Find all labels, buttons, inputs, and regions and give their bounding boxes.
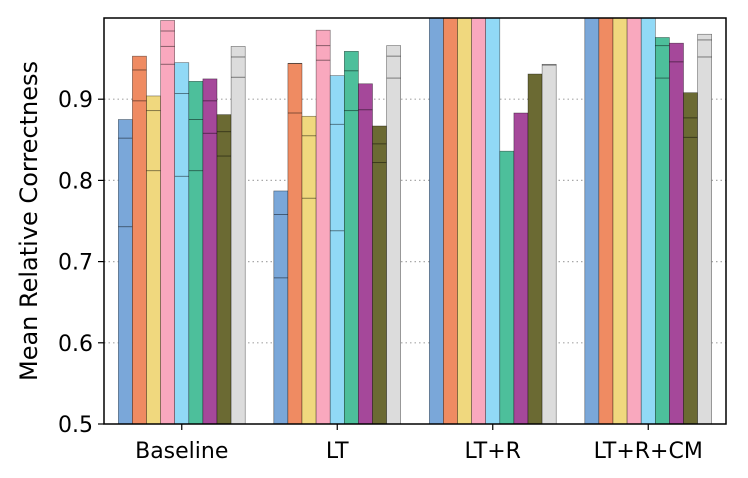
bar	[654, 37, 670, 425]
bar	[471, 17, 487, 425]
bar	[499, 150, 515, 425]
bar	[669, 42, 684, 425]
y-tick-label: 0.5	[58, 413, 93, 438]
bar	[428, 17, 444, 425]
y-tick-label: 0.6	[58, 332, 93, 357]
y-tick-label: 0.7	[58, 251, 93, 276]
bar	[584, 17, 600, 425]
bar	[188, 81, 204, 425]
bar	[202, 78, 218, 425]
y-axis: 0.5 0.6 0.7 0.8 0.9	[58, 88, 104, 438]
x-axis: Baseline LT LT+R LT+R+CM	[135, 424, 703, 464]
bar	[132, 55, 147, 425]
bar	[146, 95, 161, 425]
bar	[315, 29, 331, 425]
bar	[683, 92, 698, 425]
bar	[626, 17, 642, 425]
bar	[612, 17, 628, 425]
y-axis-label: Mean Relative Correctness	[15, 61, 43, 381]
bar	[598, 17, 614, 425]
x-tick-label: LT	[326, 439, 349, 464]
bars	[118, 17, 712, 425]
bar	[230, 46, 246, 425]
bar	[541, 63, 557, 425]
bar	[457, 17, 472, 425]
bar	[513, 112, 529, 425]
x-tick-label: Baseline	[135, 439, 228, 464]
bar	[287, 63, 303, 425]
bar	[640, 17, 656, 425]
bar	[697, 33, 712, 425]
bar	[358, 83, 373, 425]
bar	[372, 125, 387, 425]
bar	[527, 73, 543, 425]
bar	[329, 75, 345, 425]
bar	[273, 190, 289, 425]
bar	[386, 45, 402, 425]
bar	[301, 115, 317, 425]
bar	[216, 114, 232, 425]
y-tick-label: 0.8	[58, 169, 93, 194]
plot-frame	[103, 17, 727, 425]
bar	[443, 17, 458, 425]
bar	[174, 62, 190, 425]
x-tick-label: LT+R+CM	[594, 439, 703, 464]
x-tick-label: LT+R	[465, 439, 521, 464]
bar	[343, 50, 359, 425]
y-tick-label: 0.9	[58, 88, 93, 113]
bar	[485, 17, 501, 425]
bar	[160, 20, 176, 425]
bar	[118, 119, 133, 425]
